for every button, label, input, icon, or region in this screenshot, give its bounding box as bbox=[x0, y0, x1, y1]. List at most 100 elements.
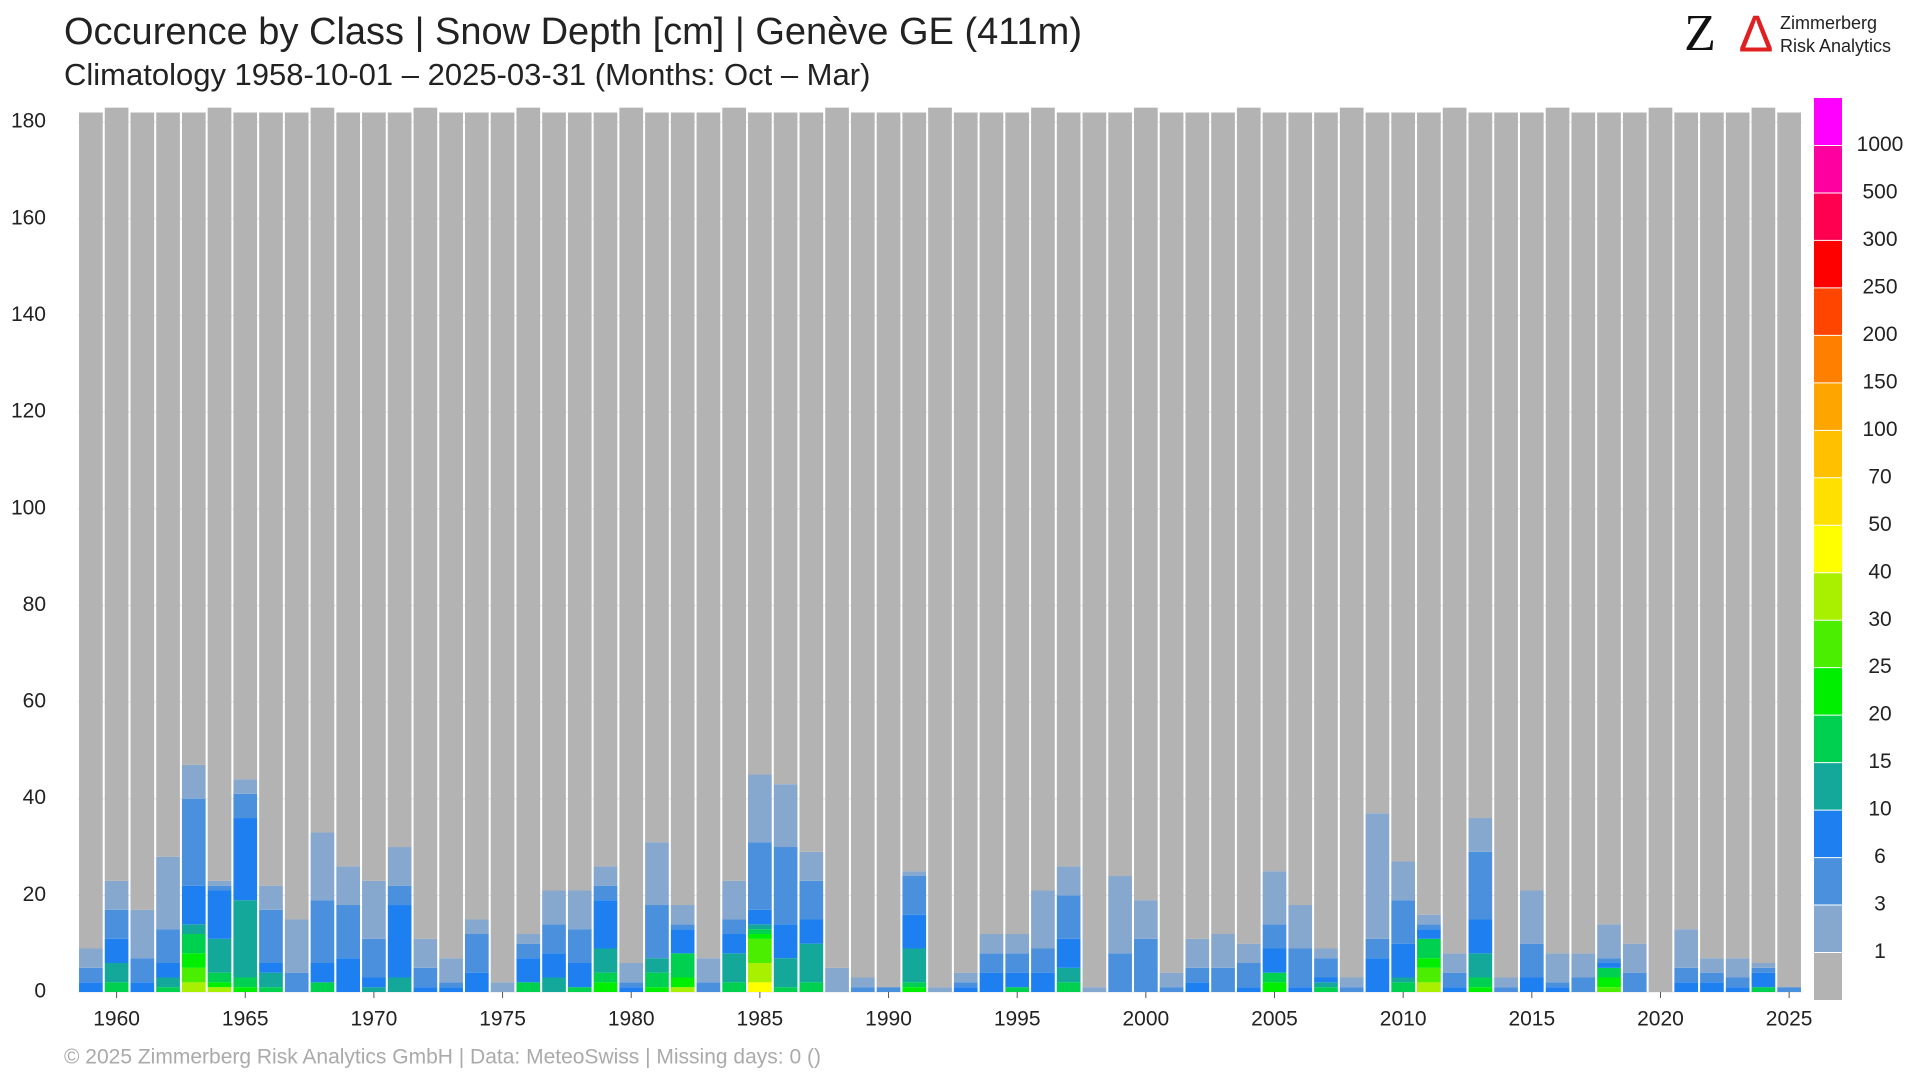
bar-segment bbox=[464, 112, 489, 920]
bar-segment bbox=[1365, 938, 1390, 959]
bar-segment bbox=[387, 112, 412, 848]
bar-segment bbox=[928, 987, 952, 992]
bar-segment bbox=[773, 924, 798, 959]
colorbar-box bbox=[1814, 287, 1842, 336]
bar-segment bbox=[464, 972, 489, 992]
bar-segment bbox=[1236, 987, 1261, 992]
bar-segment bbox=[207, 982, 232, 988]
bar-segment bbox=[284, 112, 309, 920]
colorbar-box bbox=[1814, 620, 1842, 668]
bar-segment bbox=[1211, 934, 1235, 968]
bar-segment bbox=[1391, 900, 1416, 944]
bar-segment bbox=[670, 905, 695, 925]
bar-segment bbox=[207, 938, 232, 973]
bar-segment bbox=[979, 953, 1004, 973]
bar-segment bbox=[645, 112, 669, 843]
bar-segment bbox=[233, 900, 258, 978]
bar-segment bbox=[1031, 107, 1055, 891]
bar-segment bbox=[1674, 982, 1699, 992]
bar-segment bbox=[233, 779, 258, 794]
y-tick-label: 80 bbox=[23, 593, 46, 616]
bar-segment bbox=[1725, 112, 1750, 959]
x-tick-label: 1980 bbox=[608, 1008, 655, 1031]
bar-segment bbox=[104, 938, 129, 964]
bar-segment bbox=[207, 885, 232, 891]
bar-segment bbox=[542, 112, 566, 891]
bar-segment bbox=[1417, 958, 1441, 968]
bar-segment bbox=[1314, 958, 1338, 978]
logo-line1: Zimmerberg bbox=[1780, 13, 1877, 33]
bar-segment bbox=[1468, 987, 1493, 992]
bar-segment bbox=[259, 987, 283, 992]
bar-segment bbox=[1468, 977, 1493, 988]
colorbar-label: 1 bbox=[1874, 940, 1886, 963]
bar-segment bbox=[336, 866, 361, 906]
colorbar-label: 15 bbox=[1868, 750, 1891, 773]
bar-segment bbox=[1005, 934, 1030, 954]
bar-segment bbox=[748, 982, 772, 992]
bar-segment bbox=[1442, 107, 1467, 954]
bar-segment bbox=[1725, 987, 1750, 992]
colorbar-box bbox=[1814, 952, 1842, 1000]
y-tick-label: 0 bbox=[34, 980, 46, 1003]
bar-segment bbox=[1134, 107, 1158, 901]
bar-segment bbox=[310, 963, 335, 983]
bar-segment bbox=[1005, 112, 1030, 935]
bar-segment bbox=[619, 963, 644, 983]
bar-segment bbox=[1236, 963, 1261, 988]
bar-segment bbox=[284, 919, 309, 973]
bar-segment bbox=[1211, 112, 1235, 935]
bar-segment bbox=[439, 982, 463, 988]
bar-segment bbox=[593, 112, 618, 867]
bar-segment bbox=[748, 929, 772, 935]
bar-segment bbox=[1519, 943, 1544, 978]
bar-segment bbox=[1777, 987, 1801, 992]
bar-segment bbox=[1391, 861, 1416, 901]
colorbar-box bbox=[1814, 335, 1842, 383]
bar-segment bbox=[1700, 972, 1724, 983]
bar-segment bbox=[722, 934, 746, 954]
bar-segment bbox=[1108, 876, 1132, 954]
bar-segment bbox=[876, 112, 901, 988]
bar-segment bbox=[156, 856, 180, 930]
bar-segment bbox=[593, 885, 618, 901]
bar-segment bbox=[825, 107, 849, 968]
bar-segment bbox=[362, 977, 386, 988]
bar-segment bbox=[1159, 987, 1184, 992]
bar-segment bbox=[1622, 112, 1647, 944]
footer: © 2025 Zimmerberg Risk Analytics GmbH | … bbox=[64, 1046, 821, 1069]
colorbar-box bbox=[1814, 715, 1842, 763]
x-tick-label: 2020 bbox=[1637, 1008, 1684, 1031]
bar-segment bbox=[1185, 967, 1210, 983]
bar-segment bbox=[1288, 948, 1313, 988]
bar-segment bbox=[1545, 107, 1570, 954]
bar-segment bbox=[1056, 112, 1081, 867]
colorbar-box bbox=[1814, 145, 1842, 193]
bar-segment bbox=[259, 112, 283, 886]
colorbar-label: 3 bbox=[1874, 893, 1886, 916]
bar-segment bbox=[181, 924, 206, 935]
bar-segment bbox=[207, 972, 232, 983]
bar-segment bbox=[156, 112, 180, 857]
bar-segment bbox=[1159, 112, 1184, 973]
x-tick-label: 1975 bbox=[479, 1008, 526, 1031]
bar-segment bbox=[1674, 967, 1699, 983]
y-tick-label: 160 bbox=[11, 206, 46, 229]
bar-segment bbox=[1751, 107, 1776, 964]
bar-segment bbox=[1288, 905, 1313, 949]
bar-segment bbox=[1494, 987, 1518, 992]
colorbar-label: 6 bbox=[1874, 845, 1886, 868]
bar-segment bbox=[645, 987, 669, 992]
bar-segment bbox=[1262, 972, 1287, 983]
bar-segment bbox=[1211, 967, 1235, 992]
bar-segment bbox=[1262, 948, 1287, 973]
bar-segment bbox=[1648, 107, 1673, 993]
bar-segment bbox=[1597, 112, 1621, 925]
bar-segment bbox=[1339, 977, 1364, 988]
colorbar-label: 1000 bbox=[1857, 133, 1904, 156]
bar-segment bbox=[619, 987, 644, 992]
bar-segment bbox=[1571, 112, 1596, 954]
bar-segment bbox=[439, 987, 463, 992]
bar-segment bbox=[1391, 943, 1416, 978]
bar-segment bbox=[670, 924, 695, 930]
